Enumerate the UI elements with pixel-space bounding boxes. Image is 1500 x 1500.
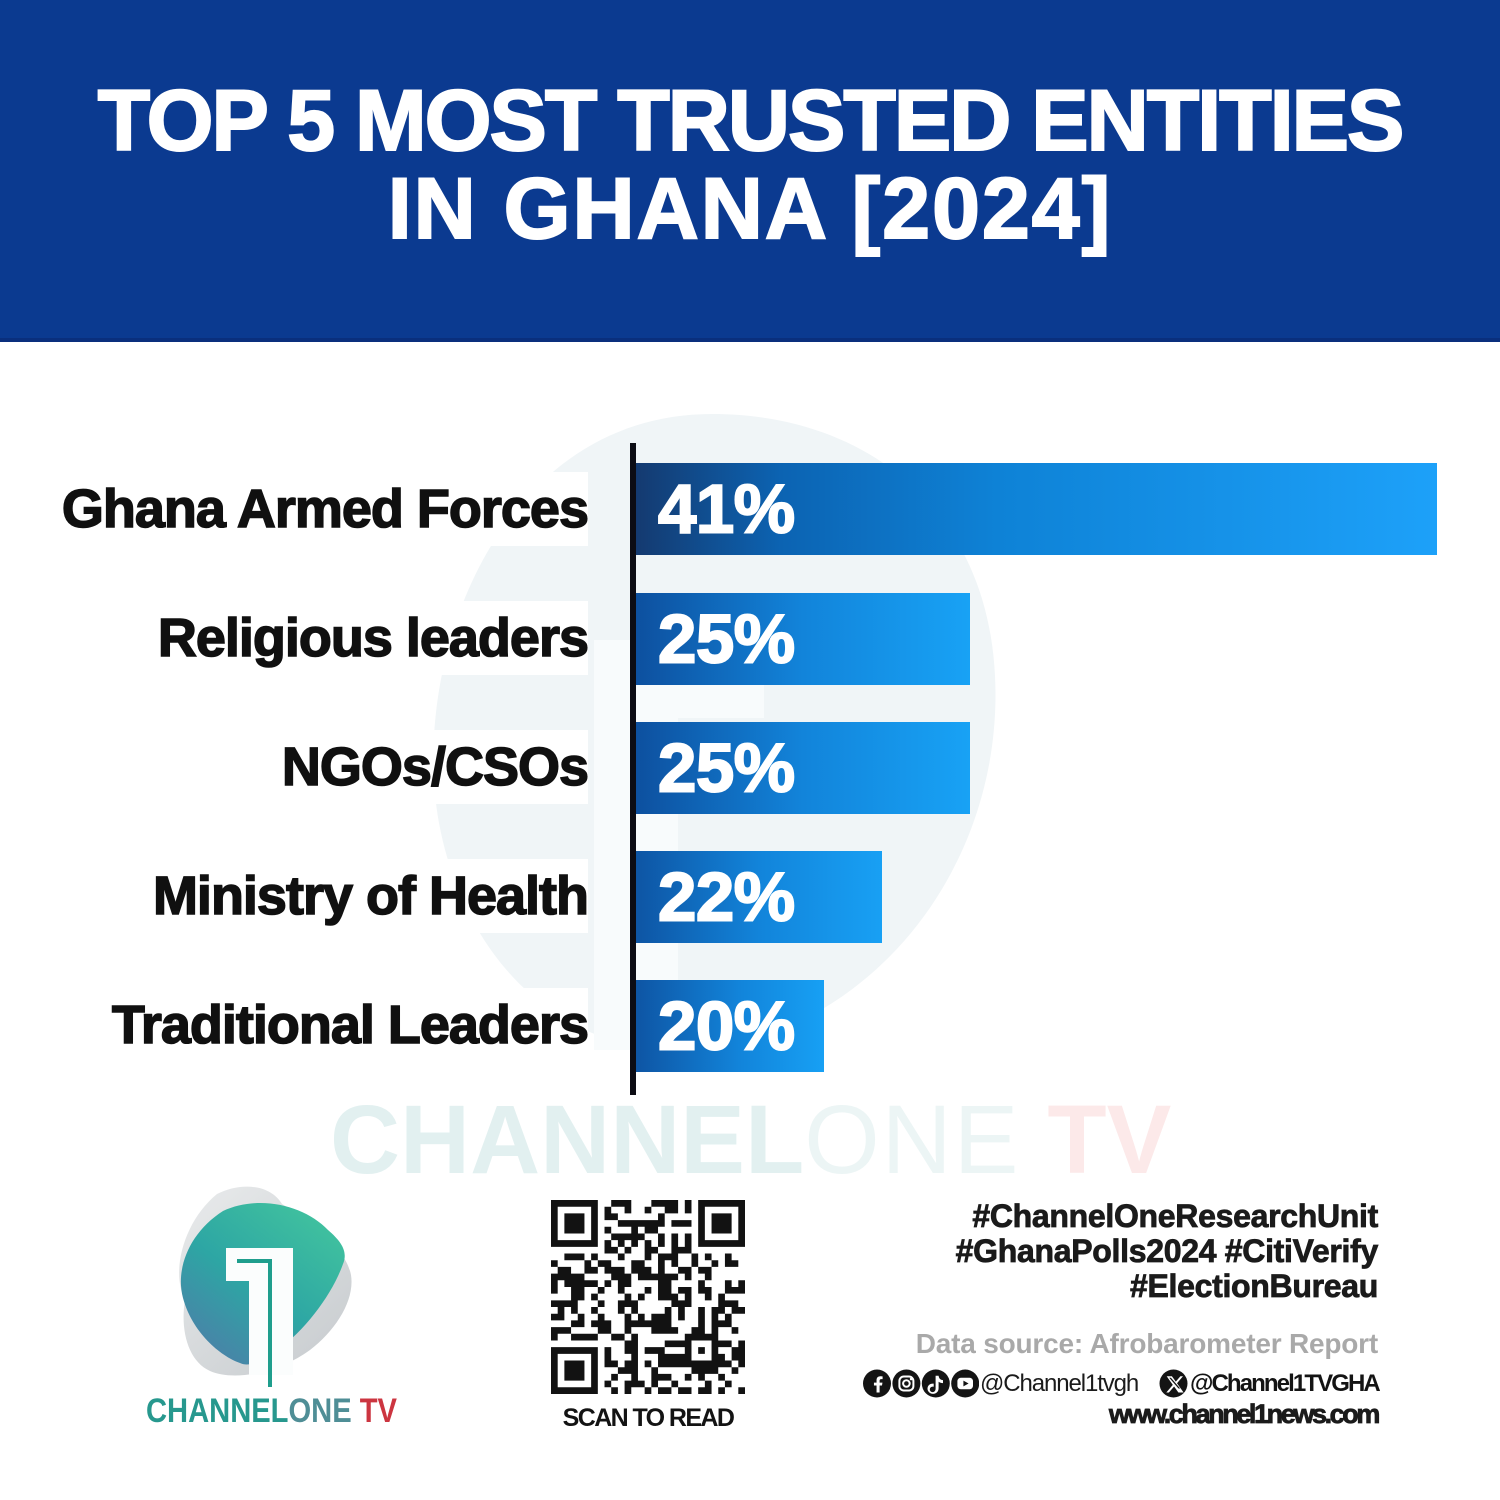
svg-text:CHANNELONE TV: CHANNELONE TV bbox=[146, 1392, 397, 1430]
